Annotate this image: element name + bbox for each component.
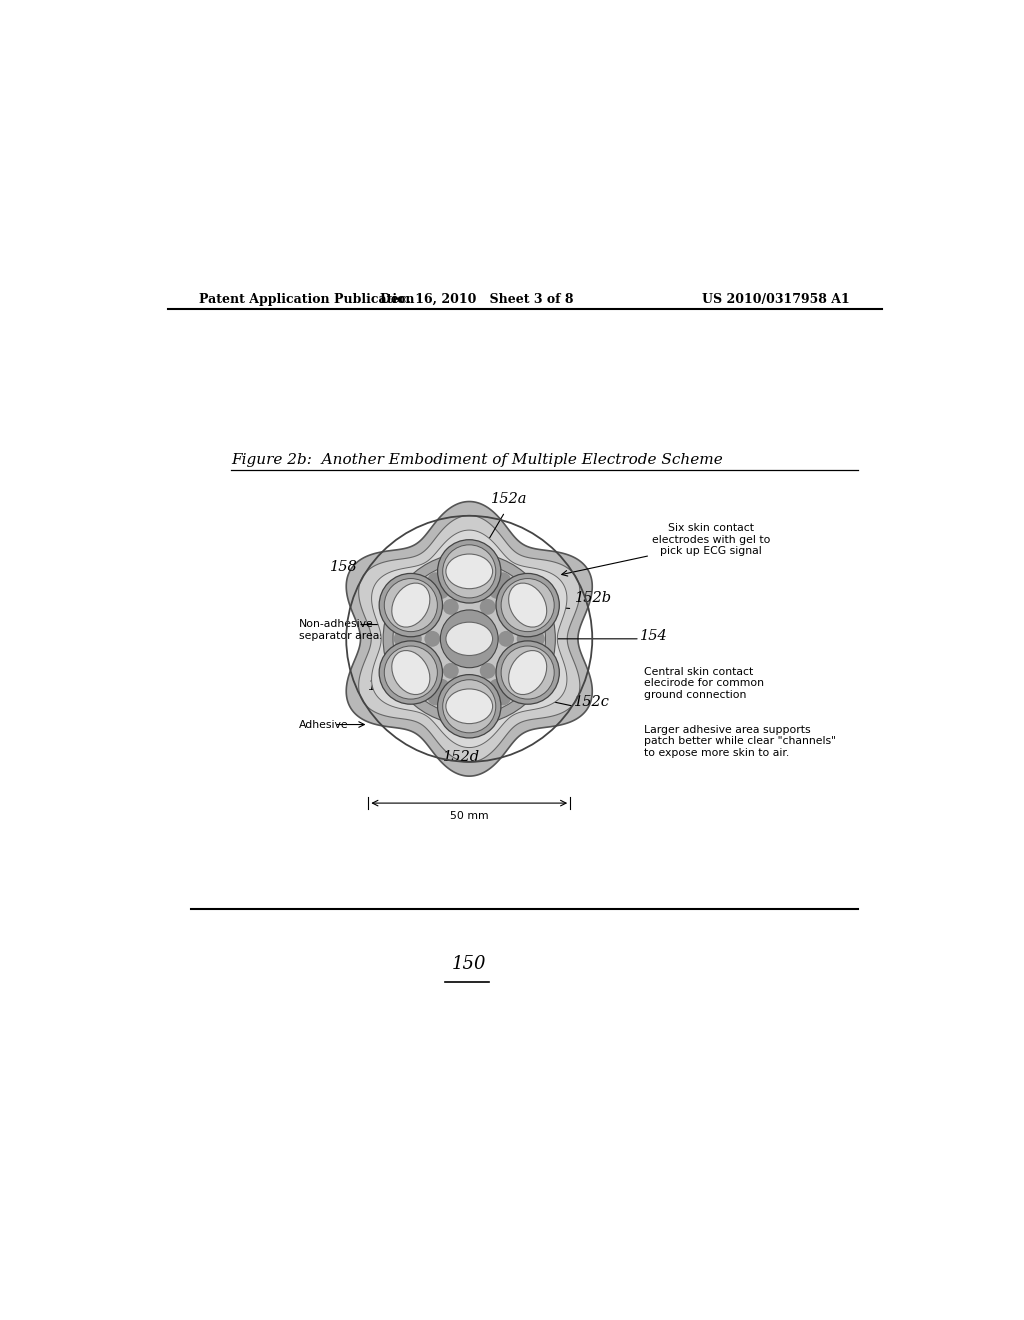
Circle shape (496, 573, 559, 636)
Circle shape (496, 573, 511, 589)
Text: 150: 150 (452, 956, 486, 973)
Circle shape (433, 678, 450, 694)
Circle shape (383, 553, 555, 725)
Circle shape (496, 689, 511, 705)
Text: Dec. 16, 2010   Sheet 3 of 8: Dec. 16, 2010 Sheet 3 of 8 (381, 293, 573, 306)
Text: Patent Application Publication: Patent Application Publication (200, 293, 415, 306)
Text: 152a: 152a (490, 492, 527, 507)
Circle shape (442, 599, 459, 615)
Text: Larger adhesive area supports
patch better while clear "channels"
to expose more: Larger adhesive area supports patch bett… (644, 725, 836, 758)
Text: 152b: 152b (574, 590, 612, 605)
Ellipse shape (509, 651, 547, 694)
Circle shape (501, 578, 554, 632)
Circle shape (427, 689, 443, 705)
Circle shape (379, 573, 442, 636)
Polygon shape (358, 515, 580, 762)
Circle shape (437, 675, 501, 738)
Text: Adhesive: Adhesive (299, 719, 348, 730)
Ellipse shape (509, 583, 547, 627)
Circle shape (480, 599, 496, 615)
Circle shape (489, 678, 505, 694)
Polygon shape (372, 531, 567, 747)
Circle shape (529, 631, 545, 647)
Circle shape (424, 631, 440, 647)
Circle shape (517, 631, 532, 647)
Circle shape (393, 631, 410, 647)
Circle shape (496, 642, 559, 704)
Text: Six skin contact
electrodes with gel to
pick up ECG signal: Six skin contact electrodes with gel to … (652, 523, 770, 556)
Text: Non-adhesive
separator areas: Non-adhesive separator areas (299, 619, 385, 640)
Ellipse shape (392, 651, 430, 694)
Circle shape (442, 663, 459, 678)
Circle shape (384, 578, 437, 632)
Polygon shape (346, 502, 592, 776)
Text: 152f: 152f (433, 552, 466, 566)
Text: US 2010/0317958 A1: US 2010/0317958 A1 (702, 293, 850, 306)
Ellipse shape (392, 583, 430, 627)
Text: 158: 158 (331, 560, 358, 574)
Text: Central skin contact
elecirode for common
ground connection: Central skin contact elecirode for commo… (644, 667, 764, 700)
Circle shape (427, 573, 443, 589)
Text: Figure 2b:  Another Embodiment of Multiple Electrode Scheme: Figure 2b: Another Embodiment of Multipl… (231, 453, 723, 467)
Text: 50 mm: 50 mm (450, 810, 488, 821)
Circle shape (480, 663, 496, 678)
Ellipse shape (445, 554, 493, 589)
Circle shape (489, 583, 505, 599)
Text: 152d: 152d (442, 750, 480, 764)
Circle shape (393, 562, 546, 715)
Circle shape (499, 631, 514, 647)
Circle shape (433, 583, 450, 599)
Ellipse shape (445, 689, 493, 723)
Circle shape (442, 545, 496, 598)
Ellipse shape (445, 622, 493, 656)
Circle shape (501, 645, 554, 700)
Circle shape (440, 610, 498, 668)
Circle shape (442, 680, 496, 733)
Circle shape (379, 642, 442, 704)
Circle shape (384, 645, 437, 700)
Text: 152c: 152c (574, 694, 610, 709)
Circle shape (406, 631, 422, 647)
Text: 154: 154 (640, 628, 668, 643)
Text: 152e: 152e (368, 678, 404, 693)
Circle shape (437, 540, 501, 603)
